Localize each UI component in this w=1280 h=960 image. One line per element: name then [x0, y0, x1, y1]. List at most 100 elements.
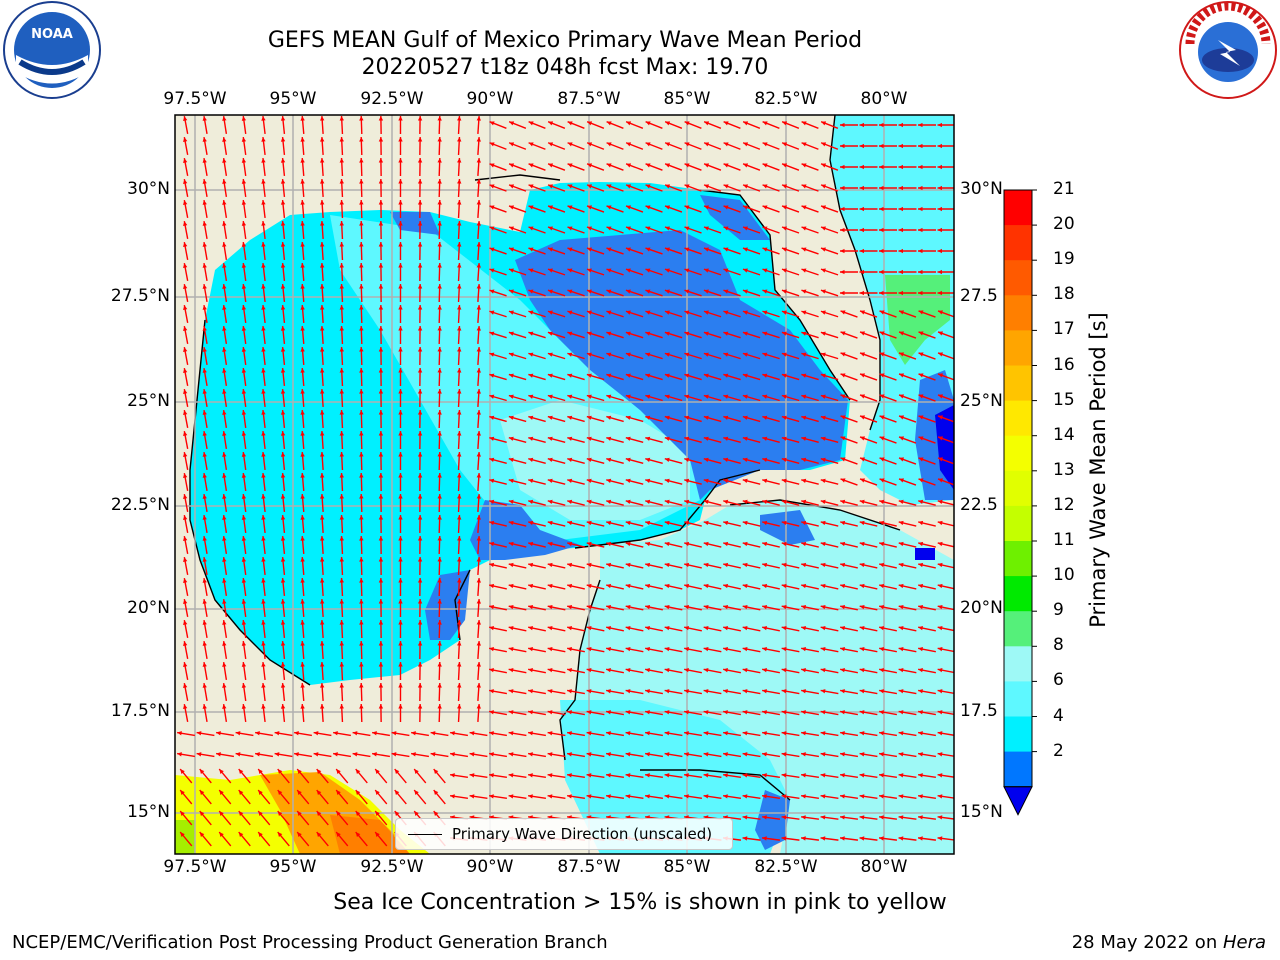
wave-arrow: [489, 121, 507, 129]
wave-arrow: [222, 199, 228, 219]
wave-arrow: [417, 598, 423, 618]
wave-arrow: [859, 541, 878, 548]
wave-arrow: [300, 115, 305, 135]
wave-arrow: [800, 815, 820, 820]
wave-arrow: [801, 121, 819, 129]
wave-arrow: [840, 625, 858, 632]
wave-arrow: [898, 415, 917, 423]
wave-arrow: [801, 752, 819, 758]
wave-arrow: [898, 164, 917, 170]
wave-arrow: [280, 178, 286, 198]
wave-arrow: [261, 535, 266, 555]
wave-arrow: [645, 310, 663, 318]
wave-arrow: [898, 647, 917, 653]
wave-arrow: [684, 625, 702, 632]
wave-arrow: [703, 415, 722, 423]
wave-arrow: [742, 499, 761, 506]
wave-arrow: [879, 415, 897, 423]
wave-arrow: [800, 773, 820, 779]
wave-arrow: [937, 227, 954, 233]
wave-arrow: [476, 430, 481, 450]
wave-arrow: [216, 752, 234, 758]
wave-arrow: [820, 142, 839, 150]
wave-arrow: [437, 451, 442, 471]
wave-arrow: [840, 394, 858, 402]
wave-arrow: [417, 703, 423, 723]
wave-arrow: [339, 451, 344, 471]
wave-arrow: [762, 268, 780, 276]
wave-arrow: [508, 226, 527, 234]
wave-arrow: [417, 346, 423, 366]
wave-arrow: [918, 248, 936, 254]
wave-arrow: [684, 373, 702, 381]
wave-arrow: [359, 493, 364, 513]
wave-arrow: [625, 604, 644, 611]
wave-arrow: [296, 831, 310, 847]
wave-arrow: [261, 178, 266, 198]
pacific-orange-2: [330, 815, 410, 854]
wave-arrow: [684, 310, 702, 318]
wave-arrow: [398, 556, 403, 576]
wave-arrow: [359, 199, 364, 219]
wave-arrow: [723, 268, 741, 276]
lon-label-top: 80°W: [860, 89, 908, 109]
wave-arrow: [703, 625, 722, 632]
wave-arrow: [586, 752, 605, 758]
wave-arrow: [898, 248, 917, 254]
wave-arrow: [781, 562, 800, 569]
wave-arrow: [320, 514, 325, 534]
wave-arrow: [898, 394, 917, 402]
wave-arrow: [300, 346, 305, 366]
wave-arrow: [820, 689, 839, 695]
wave-arrow: [476, 619, 481, 639]
wave-arrow: [742, 647, 761, 653]
wave-arrow: [359, 241, 364, 261]
wave-arrow: [437, 619, 442, 639]
wave-arrow: [859, 415, 878, 423]
wave-arrow: [781, 583, 800, 590]
wave-arrow: [489, 394, 507, 402]
wave-arrow: [762, 625, 780, 632]
wave-arrow: [202, 179, 208, 197]
wave-arrow: [476, 493, 481, 513]
wave-arrow: [378, 157, 384, 177]
wave-arrow: [918, 710, 936, 716]
wave-arrow: [177, 752, 195, 758]
wave-arrow: [296, 810, 310, 826]
wave-arrow: [879, 331, 897, 339]
wave-arrow: [586, 289, 605, 297]
wave-arrow: [183, 326, 189, 344]
wave-arrow: [378, 451, 384, 471]
wave-arrow: [183, 284, 189, 302]
wave-arrow: [378, 283, 384, 303]
wave-arrow: [508, 247, 527, 255]
wave-arrow: [508, 668, 527, 674]
wave-arrow: [528, 205, 546, 213]
wave-arrow: [547, 205, 566, 213]
wave-arrow: [457, 619, 462, 639]
wave-arrow: [762, 415, 780, 423]
wave-arrow: [918, 436, 936, 444]
wave-arrow: [417, 493, 423, 513]
wave-arrow: [723, 226, 741, 234]
wave-arrow: [800, 794, 820, 799]
wave-arrow: [241, 619, 247, 639]
wave-arrow: [722, 773, 742, 779]
wave-arrow: [801, 604, 819, 611]
wave-arrow: [781, 836, 800, 841]
wave-arrow: [937, 710, 954, 715]
wave-arrow: [183, 242, 189, 260]
wave-arrow: [781, 289, 800, 297]
colorbar-tick-label: 15: [1053, 389, 1075, 410]
colorbar-tick-label: 2: [1053, 740, 1064, 761]
wave-arrow: [355, 768, 368, 784]
wave-arrow: [937, 583, 954, 590]
wave-arrow: [417, 283, 423, 303]
wave-arrow: [723, 289, 741, 297]
wave-arrow: [183, 599, 189, 617]
wave-arrow: [918, 647, 936, 653]
wave-arrow: [222, 136, 228, 156]
wave-arrow: [241, 178, 247, 198]
wave-arrow: [683, 794, 703, 799]
colorbar-tick-label: 6: [1053, 670, 1064, 691]
